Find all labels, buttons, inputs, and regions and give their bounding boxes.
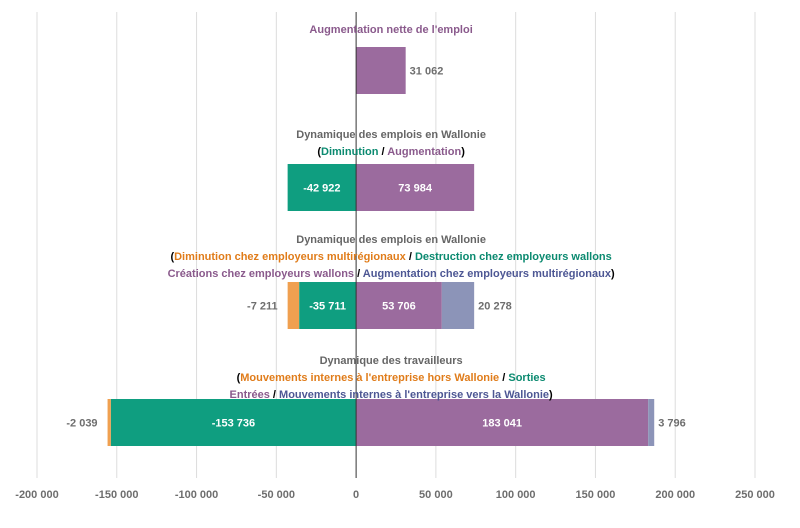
group-title-line: Augmentation nette de l'emploi [309,24,472,36]
group-title-line: Entrées / Mouvements internes à l'entrep… [230,389,553,401]
bar-segment [356,47,406,94]
group-title-run: Augmentation nette de l'emploi [309,24,472,36]
group-title-line: (Mouvements internes à l'entreprise hors… [237,372,546,384]
group-title-run: Entrées [230,389,270,401]
group-title-run: ( [237,372,241,384]
group-title-run: Augmentation chez employeurs multirégion… [363,268,612,280]
bar-segment [441,282,475,329]
data-label: 31 062 [410,66,444,78]
data-label: -2 039 [66,418,97,430]
group-title-run: / [499,372,508,384]
group-title-run: / [378,146,387,158]
group-title-run: / [270,389,279,401]
data-label: 53 706 [382,301,416,313]
data-label: -42 922 [303,183,340,195]
data-label: -7 211 [247,301,278,313]
data-label: -153 736 [212,418,255,430]
group-title-run: Destruction chez employeurs wallons [415,251,612,263]
bars-layer [107,47,655,446]
x-tick-label: 150 000 [576,489,616,501]
x-tick-label: -150 000 [95,489,138,501]
x-tick-label: 0 [353,489,359,501]
group-title-run: Créations chez employeurs wallons [168,268,354,280]
group-title-run: Dynamique des emplois en Wallonie [296,129,486,141]
bar-segment [299,282,357,329]
bar-segment [356,164,475,211]
group-title-run: Dynamique des travailleurs [320,355,463,367]
data-label: 183 041 [482,418,522,430]
group-title-line: Dynamique des emplois en Wallonie [296,234,486,246]
group-title-run: ) [461,146,465,158]
group-title-run: Diminution [321,146,379,158]
group-title-run: / [406,251,415,263]
x-tick-label: 50 000 [419,489,453,501]
group-title-line: Dynamique des travailleurs [320,355,463,367]
group-title-run: Dynamique des emplois en Wallonie [296,234,486,246]
group-title-run: ( [170,251,174,263]
group-title-line: (Diminution chez employeurs multirégiona… [170,251,611,263]
group-title-line: Créations chez employeurs wallons / Augm… [168,268,615,280]
bar-segment [356,399,649,446]
x-axis-tick-labels: -200 000 -150 000 -100 000 -50 000 0 50 000 10… [15,489,775,501]
group-title-run: Augmentation [387,146,461,158]
bar-segment [648,399,655,446]
group-title-run: / [354,268,363,280]
group-title-run: Sorties [508,372,545,384]
group-title-run: ) [549,389,553,401]
group-title-run: Mouvements internes à l'entreprise vers … [279,389,549,401]
bar-segment [287,282,300,329]
x-tick-label: -200 000 [15,489,58,501]
data-label: 3 796 [658,418,686,430]
x-tick-label: 250 000 [735,489,775,501]
bar-segment [356,282,442,329]
group-title-run: ( [317,146,321,158]
data-label: 20 278 [478,301,512,313]
x-tick-label: -50 000 [258,489,295,501]
x-tick-label: -100 000 [175,489,218,501]
group-title-run: Diminution chez employeurs multirégionau… [174,251,407,263]
bar-segment [107,399,111,446]
bar-segment [110,399,357,446]
group-title-run: Mouvements internes à l'entreprise hors … [240,372,499,384]
data-label: 73 984 [398,183,433,195]
data-label: -35 711 [309,301,346,313]
gridlines [36,12,756,478]
group-title-line: (Diminution / Augmentation) [317,146,465,158]
data-labels-layer: 31 062 -42 922 73 984 -35 711 -7 211 53 706 20… [66,66,685,430]
x-tick-label: 100 000 [496,489,536,501]
group-title-run: ) [611,268,615,280]
group-titles-layer: Augmentation nette de l'emploi Dynamique … [168,24,615,401]
bar-segment [287,164,357,211]
x-tick-label: 200 000 [655,489,695,501]
group-title-line: Dynamique des emplois en Wallonie [296,129,486,141]
